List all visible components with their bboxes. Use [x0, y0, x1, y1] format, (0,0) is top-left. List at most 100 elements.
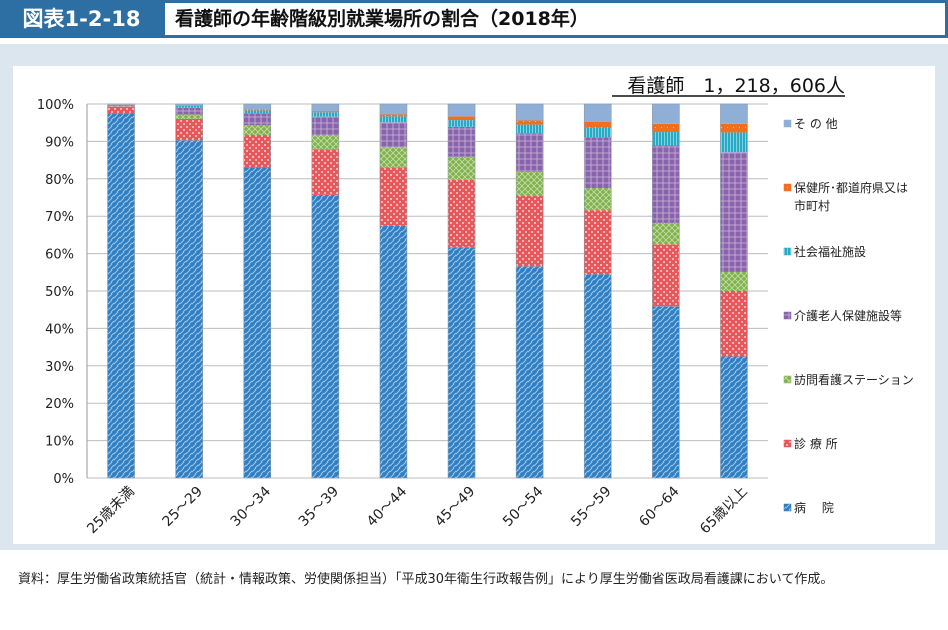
- x-tick-label: 25～29: [160, 484, 206, 530]
- bar-segment: [243, 110, 271, 114]
- bar-segment: [379, 104, 407, 115]
- x-tick-label: 45～49: [432, 484, 478, 530]
- bar-segment: [652, 132, 680, 146]
- bar-segment: [175, 114, 203, 119]
- figure-label: 図表1-2-18: [22, 7, 141, 31]
- bar-segment: [448, 120, 476, 127]
- bar-segment: [175, 118, 203, 141]
- bar-segment: [243, 125, 271, 136]
- bar-segment: [516, 120, 544, 125]
- bar-segment: [584, 121, 612, 128]
- bar-segment: [311, 194, 339, 478]
- bar-segment: [379, 225, 407, 478]
- y-tick-label: 70%: [45, 210, 74, 225]
- y-tick-label: 20%: [45, 397, 74, 412]
- figure-title: 看護師の年齢階級別就業場所の割合（2018年）: [165, 3, 945, 35]
- svg-text:保健所･都道府県又は: 保健所･都道府県又は: [794, 180, 908, 195]
- bar-segment: [243, 104, 271, 110]
- x-tick-label: 55～59: [568, 484, 614, 530]
- svg-text:病 院: 病 院: [794, 500, 834, 515]
- bar-segment: [107, 113, 135, 478]
- bar-segment: [516, 133, 544, 173]
- y-tick-label: 100%: [37, 98, 74, 113]
- bar-segment: [448, 116, 476, 121]
- svg-text:社会福祉施設: 社会福祉施設: [794, 244, 866, 259]
- bar-segment: [311, 104, 339, 112]
- bar-outline: [311, 103, 340, 479]
- y-tick-label: 60%: [45, 248, 74, 263]
- bar-segment: [652, 244, 680, 307]
- bar-segment: [652, 306, 680, 478]
- x-tick-label: 60～64: [636, 483, 682, 529]
- x-tick-label: 50～54: [500, 483, 546, 529]
- bar-segment: [516, 104, 544, 121]
- legend-item: そ の 他: [783, 117, 838, 131]
- bar-segment: [379, 147, 407, 168]
- bar-outline: [175, 103, 203, 479]
- svg-text:介護老人保健施設等: 介護老人保健施設等: [794, 308, 902, 323]
- bar-segment: [311, 149, 339, 195]
- svg-text:診 療 所: 診 療 所: [794, 436, 838, 451]
- bar-segment: [448, 104, 476, 117]
- y-tick-label: 10%: [45, 435, 74, 450]
- bar-segment: [652, 145, 680, 223]
- bar-segment: [379, 122, 407, 148]
- y-tick-label: 30%: [45, 360, 74, 375]
- svg-text:市町村: 市町村: [794, 198, 830, 213]
- bar-segment: [720, 271, 748, 291]
- bar-segment: [107, 105, 135, 107]
- bar-segment: [243, 113, 271, 126]
- bar-segment: [107, 104, 135, 105]
- x-tick-label: 25歳未満: [84, 484, 138, 538]
- bar-segment: [652, 104, 680, 124]
- bar-segment: [311, 111, 339, 113]
- bar-segment: [175, 105, 203, 106]
- bar-segment: [720, 291, 748, 357]
- legend-item: 社会福祉施設: [783, 244, 866, 259]
- total-annotation: 看護師 1，218，606人: [627, 75, 845, 97]
- source-note: 資料：厚生労働省政策統括官（統計・情報政策、労使関係担当）「平成30年衛生行政報…: [18, 572, 834, 587]
- bar-segment: [720, 152, 748, 272]
- bar-segment: [379, 114, 407, 117]
- bar-segment: [175, 104, 203, 106]
- bar-segment: [243, 135, 271, 168]
- bar-segment: [448, 156, 476, 180]
- bar-segment: [584, 188, 612, 211]
- bar-segment: [175, 140, 203, 478]
- x-tick-label: 30～34: [228, 483, 274, 529]
- legend-item: 病 院: [783, 500, 834, 515]
- bar-segment: [175, 105, 203, 108]
- figure-header: 図表1-2-18 看護師の年齢階級別就業場所の割合（2018年）: [0, 0, 948, 38]
- x-tick-label: 35～39: [296, 484, 342, 530]
- bar-segment: [516, 172, 544, 196]
- bar-segment: [311, 116, 339, 136]
- bar-segment: [175, 107, 203, 115]
- bar-outline: [652, 103, 680, 479]
- bar-outline: [107, 103, 135, 479]
- bar-segment: [652, 222, 680, 245]
- bar-segment: [584, 104, 612, 122]
- bar-segment: [720, 123, 748, 133]
- bar-segment: [448, 126, 476, 157]
- bar-segment: [379, 116, 407, 123]
- bar-segment: [448, 179, 476, 248]
- y-tick-label: 80%: [45, 173, 74, 188]
- y-tick-label: 0%: [53, 472, 74, 487]
- bar-outline: [720, 103, 748, 479]
- bar-outline: [583, 103, 612, 479]
- y-tick-label: 90%: [45, 135, 74, 150]
- bar-segment: [311, 135, 339, 150]
- bar-segment: [379, 167, 407, 226]
- bar-segment: [448, 247, 476, 478]
- bar-segment: [720, 356, 748, 478]
- bar-outline: [447, 103, 476, 479]
- x-tick-label: 65歳以上: [697, 484, 751, 538]
- bar-segment: [243, 109, 271, 111]
- legend-item: 介護老人保健施設等: [783, 308, 902, 323]
- bar-segment: [652, 123, 680, 133]
- bar-segment: [243, 167, 271, 478]
- bar-segment: [584, 210, 612, 275]
- legend-item: 訪問看護ステーション: [783, 372, 914, 387]
